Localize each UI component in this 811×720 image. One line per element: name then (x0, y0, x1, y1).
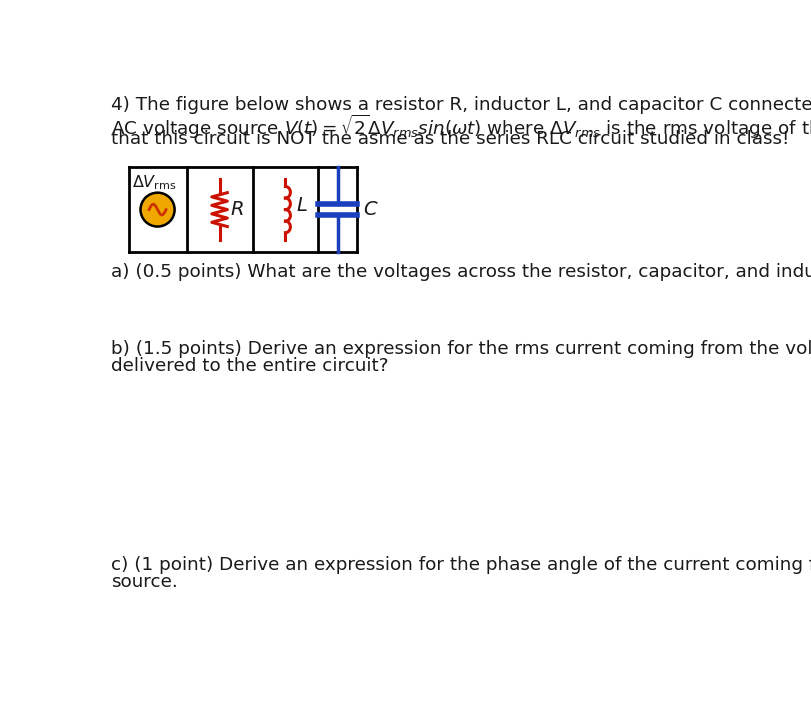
Text: $\Delta V_{\rm rms}$: $\Delta V_{\rm rms}$ (132, 174, 177, 192)
Text: a) (0.5 points) What are the voltages across the resistor, capacitor, and induct: a) (0.5 points) What are the voltages ac… (110, 264, 811, 282)
Text: L: L (296, 197, 307, 215)
Text: b) (1.5 points) Derive an expression for the rms current coming from the voltage: b) (1.5 points) Derive an expression for… (110, 341, 811, 359)
Text: 4) The figure below shows a resistor R, inductor L, and capacitor C connected in: 4) The figure below shows a resistor R, … (110, 96, 811, 114)
Text: AC voltage source $V(t) = \sqrt{2}\Delta V_{rms}sin(\omega t)$ where $\Delta V_{: AC voltage source $V(t) = \sqrt{2}\Delta… (110, 112, 811, 140)
Circle shape (140, 193, 174, 227)
Text: source.: source. (110, 573, 178, 591)
Text: R: R (230, 200, 244, 219)
Text: delivered to the entire circuit?: delivered to the entire circuit? (110, 357, 388, 375)
Text: C: C (363, 200, 377, 219)
Text: that this circuit is NOT the asme as the series RLC circuit studied in class!: that this circuit is NOT the asme as the… (110, 130, 789, 148)
Text: c) (1 point) Derive an expression for the phase angle of the current coming from: c) (1 point) Derive an expression for th… (110, 556, 811, 574)
